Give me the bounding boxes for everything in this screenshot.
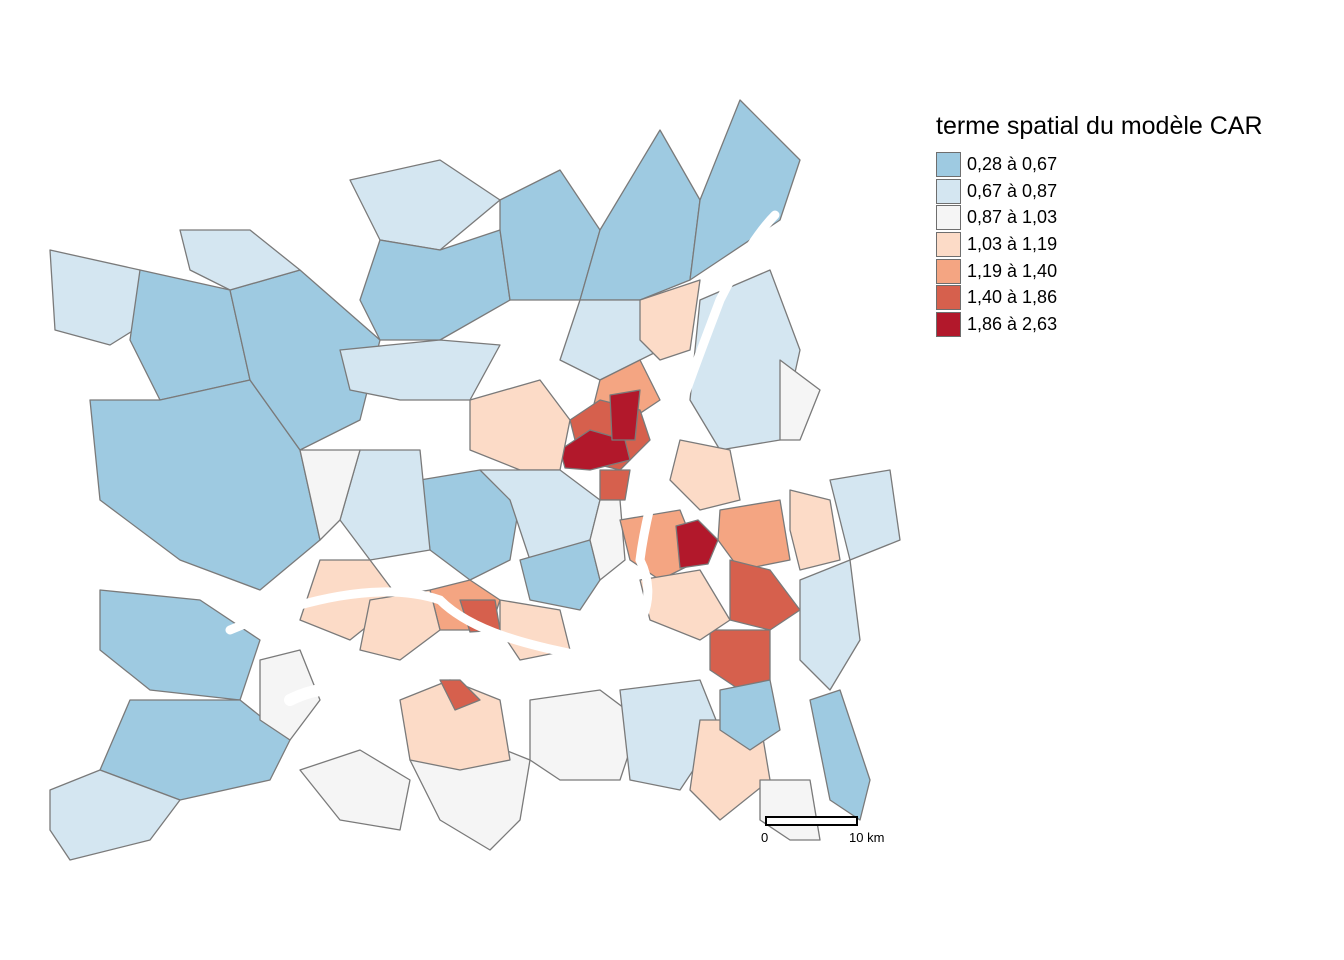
map-region bbox=[799, 559, 861, 691]
map-region bbox=[829, 469, 901, 561]
legend-title: terme spatial du modèle CAR bbox=[936, 112, 1263, 140]
map-region bbox=[49, 769, 181, 861]
legend-label: 1,86 à 2,63 bbox=[967, 313, 1058, 334]
scale-end-label: 10 km bbox=[849, 830, 885, 845]
legend-label: 0,28 à 0,67 bbox=[967, 153, 1058, 174]
legend-swatch bbox=[936, 311, 961, 337]
map-region bbox=[599, 469, 631, 501]
map-region bbox=[469, 379, 571, 471]
map-region bbox=[519, 539, 601, 611]
legend-item: 1,40 à 1,86 bbox=[936, 284, 1263, 311]
map-region bbox=[675, 519, 719, 569]
map-region bbox=[789, 489, 841, 571]
legend-item: 1,03 à 1,19 bbox=[936, 231, 1263, 258]
map-region bbox=[779, 359, 821, 441]
legend-label: 1,40 à 1,86 bbox=[967, 287, 1058, 308]
map-region bbox=[439, 679, 481, 711]
legend-item: 1,86 à 2,63 bbox=[936, 311, 1263, 338]
legend-label: 1,19 à 1,40 bbox=[967, 260, 1058, 281]
legend-items: 0,28 à 0,67 0,67 à 0,87 0,87 à 1,03 1,03 à … bbox=[936, 151, 1263, 338]
legend: terme spatial du modèle CAR 0,28 à 0,67 0… bbox=[936, 112, 1263, 338]
scale-start-label: 0 bbox=[761, 830, 769, 845]
legend-swatch bbox=[936, 285, 961, 311]
map-region bbox=[689, 99, 801, 281]
legend-item: 0,67 à 0,87 bbox=[936, 178, 1263, 205]
map-region bbox=[99, 589, 261, 701]
legend-label: 1,03 à 1,19 bbox=[967, 233, 1058, 254]
map-region bbox=[299, 749, 411, 831]
river bbox=[225, 210, 780, 665]
map-region bbox=[179, 229, 301, 291]
map-region bbox=[729, 559, 801, 631]
map-region bbox=[639, 279, 701, 361]
map-region bbox=[717, 499, 791, 571]
map-region bbox=[669, 439, 741, 511]
legend-swatch bbox=[936, 231, 961, 257]
map-region bbox=[719, 679, 781, 751]
map-region bbox=[709, 629, 771, 691]
map-region bbox=[809, 689, 871, 821]
legend-label: 0,87 à 1,03 bbox=[967, 207, 1058, 228]
map-region bbox=[639, 569, 731, 641]
legend-label: 0,67 à 0,87 bbox=[967, 180, 1058, 201]
legend-item: 0,28 à 0,67 bbox=[936, 151, 1263, 178]
legend-item: 0,87 à 1,03 bbox=[936, 204, 1263, 231]
legend-swatch bbox=[936, 258, 961, 284]
map-region bbox=[349, 159, 501, 251]
legend-swatch bbox=[936, 205, 961, 231]
legend-swatch bbox=[936, 178, 961, 204]
map-region bbox=[339, 339, 501, 401]
map-region bbox=[359, 229, 511, 341]
scale-bar bbox=[765, 816, 858, 826]
legend-swatch bbox=[936, 151, 961, 177]
map-region bbox=[609, 389, 641, 441]
map-region bbox=[299, 449, 361, 541]
map-region bbox=[759, 779, 821, 841]
legend-item: 1,19 à 1,40 bbox=[936, 258, 1263, 285]
map-region bbox=[529, 689, 641, 781]
river bbox=[284, 683, 386, 726]
map-region bbox=[579, 129, 701, 301]
map-region bbox=[49, 249, 151, 346]
map-region bbox=[589, 499, 626, 581]
